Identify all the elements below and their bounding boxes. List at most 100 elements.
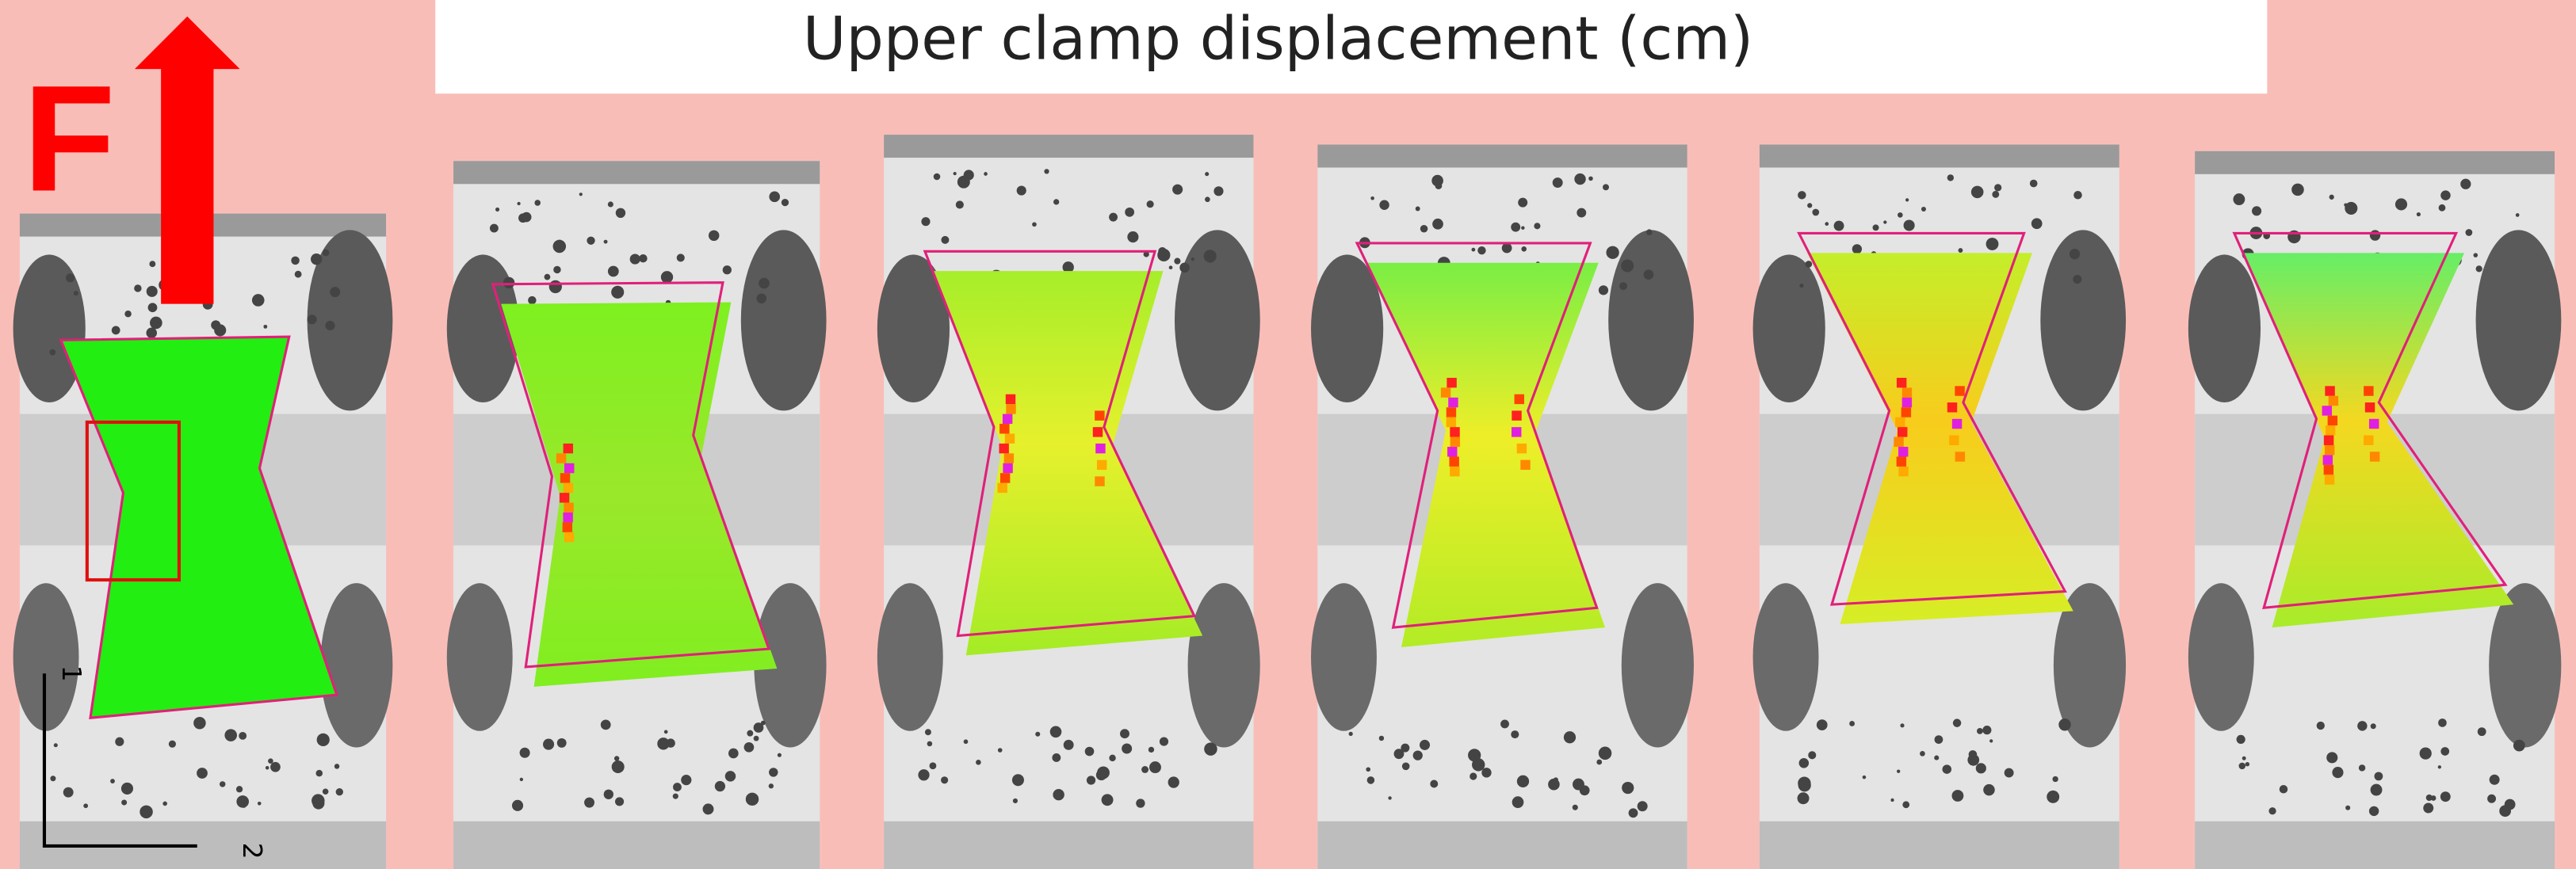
pore bbox=[512, 800, 523, 811]
pore bbox=[1596, 760, 1602, 765]
pore bbox=[252, 294, 265, 307]
pore bbox=[1921, 207, 1926, 212]
pore bbox=[549, 280, 562, 293]
strain-hotspot bbox=[2364, 436, 2373, 445]
pore bbox=[224, 729, 237, 741]
pore bbox=[604, 790, 613, 799]
pore bbox=[162, 802, 167, 806]
strain-hotspot bbox=[564, 463, 574, 473]
pore bbox=[2423, 803, 2433, 814]
pore bbox=[1622, 782, 1634, 794]
pore bbox=[1900, 723, 1904, 727]
pore bbox=[1388, 796, 1391, 799]
pore bbox=[528, 296, 536, 304]
pore bbox=[1109, 213, 1118, 222]
pore bbox=[2371, 723, 2376, 729]
pore bbox=[121, 783, 133, 795]
pore bbox=[2438, 765, 2441, 768]
pore bbox=[1102, 794, 1114, 806]
pore bbox=[150, 317, 162, 330]
strain-hotspot bbox=[2329, 396, 2338, 406]
pore bbox=[2438, 718, 2447, 727]
pore bbox=[1402, 762, 1410, 770]
pore bbox=[673, 794, 678, 799]
specimen-panel bbox=[1753, 144, 2127, 869]
photo-bottom bbox=[1317, 821, 1687, 869]
strain-hotspot bbox=[2365, 402, 2375, 412]
pore bbox=[258, 802, 262, 806]
pore bbox=[1518, 198, 1527, 208]
pore bbox=[2070, 249, 2080, 259]
pore bbox=[1863, 776, 1867, 779]
strain-hotspot bbox=[1447, 378, 1456, 387]
pore bbox=[1952, 790, 1964, 802]
pore bbox=[615, 797, 624, 806]
pore bbox=[1817, 721, 1826, 730]
dark-region bbox=[320, 583, 392, 747]
pore bbox=[266, 766, 269, 770]
pore bbox=[1204, 250, 1217, 262]
strain-hotspot bbox=[1902, 398, 1912, 407]
pore bbox=[1852, 244, 1862, 253]
pore bbox=[520, 778, 523, 781]
pore bbox=[1534, 223, 1540, 229]
pore bbox=[664, 730, 668, 734]
clamp-edge bbox=[2195, 151, 2555, 174]
dark-region bbox=[2489, 583, 2561, 747]
pore bbox=[311, 794, 324, 806]
pore bbox=[1477, 246, 1485, 254]
strain-hotspot bbox=[1520, 460, 1530, 470]
pore bbox=[769, 783, 774, 788]
pore bbox=[941, 236, 949, 244]
pore bbox=[1050, 726, 1062, 738]
pore bbox=[1012, 774, 1024, 786]
pore bbox=[2047, 791, 2059, 803]
pore bbox=[220, 781, 225, 787]
pore bbox=[1619, 282, 1627, 290]
strain-hotspot bbox=[1512, 427, 1521, 436]
strain-hotspot bbox=[1955, 452, 1965, 461]
strain-hotspot bbox=[1949, 436, 1959, 445]
pore bbox=[611, 286, 624, 299]
pore bbox=[317, 734, 330, 746]
strain-hotspot bbox=[1517, 444, 1527, 453]
pore bbox=[334, 764, 339, 768]
pore bbox=[1512, 796, 1524, 808]
strain-hotspot bbox=[1902, 387, 1912, 397]
force-label: F bbox=[23, 55, 115, 223]
pore bbox=[557, 738, 567, 748]
pore bbox=[2345, 806, 2350, 810]
axis-2-label: 2 bbox=[237, 843, 268, 859]
strain-hotspot bbox=[2364, 386, 2373, 395]
pore bbox=[295, 271, 302, 278]
pore bbox=[925, 729, 931, 735]
pore bbox=[746, 793, 759, 806]
pore bbox=[1806, 261, 1813, 268]
pore bbox=[268, 758, 273, 764]
strain-hotspot bbox=[1095, 444, 1105, 453]
strain-hotspot bbox=[2322, 406, 2332, 415]
strain-hotspot bbox=[1898, 447, 1908, 456]
pore bbox=[1431, 175, 1443, 187]
strain-hotspot bbox=[2326, 425, 2335, 435]
pore bbox=[1511, 223, 1520, 232]
pore bbox=[316, 770, 323, 777]
pore bbox=[1849, 721, 1855, 726]
pore bbox=[239, 732, 247, 740]
strain-hotspot bbox=[1898, 427, 1907, 436]
pore bbox=[1580, 785, 1590, 795]
strain-hotspot bbox=[1003, 463, 1012, 473]
pore bbox=[2487, 795, 2496, 803]
pore bbox=[2268, 807, 2276, 814]
strain-hotspot bbox=[2328, 416, 2337, 425]
pore bbox=[744, 742, 755, 753]
pore bbox=[2073, 275, 2081, 284]
pore bbox=[930, 762, 937, 769]
pore bbox=[115, 738, 124, 746]
pore bbox=[1064, 740, 1074, 750]
pore bbox=[490, 224, 499, 233]
pore bbox=[214, 324, 226, 336]
pore bbox=[1971, 186, 1984, 199]
pore bbox=[1053, 199, 1059, 204]
pore bbox=[1413, 751, 1423, 760]
